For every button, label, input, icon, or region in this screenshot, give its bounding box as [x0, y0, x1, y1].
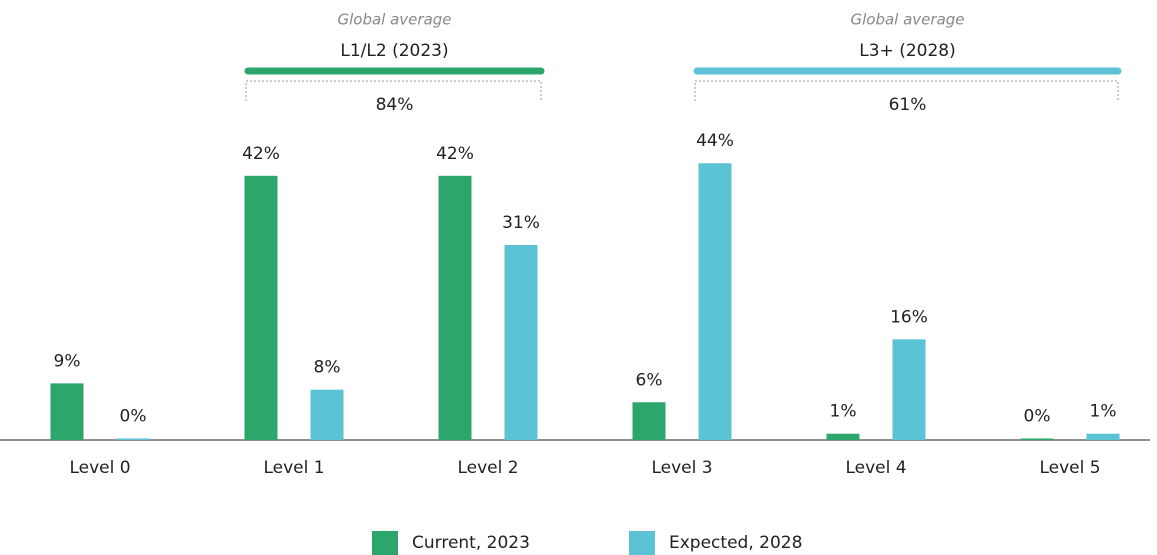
annotation-caption: Global average: [337, 11, 451, 29]
data-label: 1%: [830, 402, 857, 422]
data-label: 8%: [314, 358, 341, 378]
x-tick-label: Level 5: [1039, 458, 1100, 478]
bar: [698, 163, 732, 441]
bar: [116, 438, 150, 440]
bar: [892, 339, 926, 440]
data-label: 42%: [242, 144, 280, 164]
annotation-bracket: [245, 80, 542, 101]
bar: [1020, 438, 1054, 440]
data-label: 0%: [120, 407, 147, 427]
annotation-title: L3+ (2028): [859, 41, 955, 61]
x-tick-label: Level 2: [457, 458, 518, 478]
bar: [632, 402, 666, 440]
annotation-label: 84%: [376, 95, 414, 115]
data-label: 16%: [890, 307, 928, 327]
x-tick-label: Level 3: [651, 458, 712, 478]
bar: [826, 433, 860, 440]
annotation-bracket: [694, 80, 1119, 101]
data-label: 0%: [1024, 407, 1051, 427]
legend-swatch: [629, 531, 655, 555]
bar: [310, 389, 344, 440]
bar: [50, 383, 84, 440]
data-label: 9%: [54, 351, 81, 371]
legend-swatch: [372, 531, 398, 555]
data-label: 1%: [1090, 402, 1117, 422]
legend-label: Expected, 2028: [669, 533, 802, 553]
bar: [244, 175, 278, 440]
data-label: 44%: [696, 131, 734, 151]
x-tick-label: Level 0: [69, 458, 130, 478]
x-tick-label: Level 1: [263, 458, 324, 478]
annotation-caption: Global average: [850, 11, 964, 29]
x-tick-label: Level 4: [845, 458, 906, 478]
data-label: 42%: [436, 144, 474, 164]
data-label: 6%: [636, 370, 663, 390]
legend-label: Current, 2023: [412, 533, 530, 553]
annotation-label: 61%: [889, 95, 927, 115]
data-label: 31%: [502, 213, 540, 233]
bar: [438, 175, 472, 440]
bar: [1086, 433, 1120, 440]
annotation-title: L1/L2 (2023): [340, 41, 448, 61]
bar: [504, 245, 538, 440]
